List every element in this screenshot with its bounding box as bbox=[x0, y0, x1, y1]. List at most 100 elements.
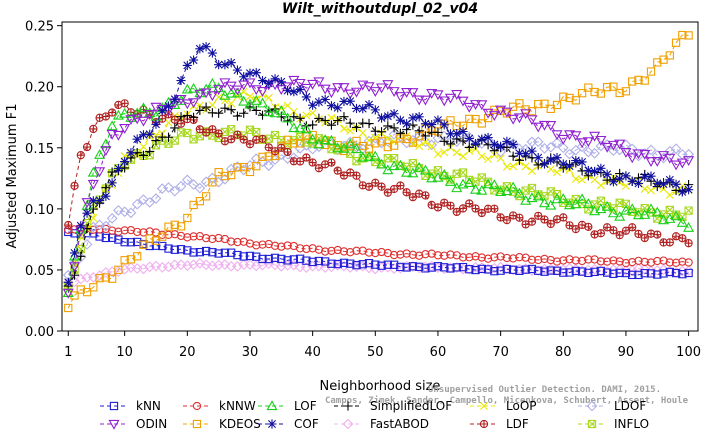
data-point bbox=[289, 107, 298, 116]
y-tick-label: 0.00 bbox=[25, 325, 54, 340]
data-point bbox=[170, 220, 179, 229]
data-point bbox=[188, 98, 200, 109]
data-point bbox=[401, 88, 413, 98]
data-point bbox=[289, 139, 298, 148]
data-point bbox=[258, 152, 267, 161]
data-point bbox=[114, 100, 123, 110]
data-point bbox=[557, 134, 569, 145]
data-point bbox=[206, 91, 218, 102]
data-point bbox=[377, 137, 386, 146]
data-point bbox=[476, 184, 488, 195]
x-axis: 1 10 20 30 40 50 60 70 80 90 100 bbox=[64, 331, 701, 360]
data-point bbox=[283, 256, 292, 265]
data-point bbox=[308, 244, 317, 253]
legend-label: LoOP bbox=[506, 399, 537, 413]
data-point bbox=[496, 266, 505, 275]
x-tick-label: 30 bbox=[242, 345, 259, 360]
data-point bbox=[557, 142, 569, 154]
data-point bbox=[471, 204, 480, 213]
data-point bbox=[358, 141, 367, 151]
data-point bbox=[357, 80, 369, 91]
data-point bbox=[363, 82, 375, 93]
data-point bbox=[589, 147, 600, 159]
data-point bbox=[538, 120, 551, 131]
data-point bbox=[314, 164, 324, 173]
data-point bbox=[502, 253, 512, 263]
data-point bbox=[333, 259, 342, 269]
data-point bbox=[283, 101, 292, 110]
data-point bbox=[201, 192, 211, 201]
data-point bbox=[426, 172, 438, 183]
data-point bbox=[68, 262, 81, 273]
data-point bbox=[358, 260, 367, 269]
data-point bbox=[125, 207, 137, 219]
data-point bbox=[609, 269, 618, 278]
data-point bbox=[584, 255, 593, 264]
data-point bbox=[245, 251, 255, 261]
data-point bbox=[226, 105, 236, 115]
data-point bbox=[571, 96, 580, 105]
data-point bbox=[408, 250, 418, 259]
data-point bbox=[139, 228, 148, 237]
data-point bbox=[214, 129, 223, 138]
data-point bbox=[89, 214, 98, 222]
data-point bbox=[289, 255, 298, 264]
data-point bbox=[132, 134, 142, 144]
data-point bbox=[558, 159, 568, 169]
data-point bbox=[546, 219, 555, 229]
data-point bbox=[270, 147, 280, 156]
data-point bbox=[301, 92, 311, 102]
data-point bbox=[214, 60, 224, 70]
data-point bbox=[206, 77, 218, 88]
data-point bbox=[576, 141, 588, 153]
data-point bbox=[433, 262, 443, 271]
data-point bbox=[640, 233, 649, 243]
data-point bbox=[402, 119, 412, 129]
data-point bbox=[628, 257, 637, 267]
data-point bbox=[389, 250, 399, 260]
data-point bbox=[645, 157, 657, 168]
data-point bbox=[477, 208, 486, 218]
data-point bbox=[113, 163, 123, 174]
data-point bbox=[665, 51, 674, 60]
data-point bbox=[646, 67, 656, 76]
data-point bbox=[383, 121, 393, 131]
legend-item-knn: kNN bbox=[100, 399, 161, 413]
data-point bbox=[659, 269, 668, 278]
legend-swatch-marker bbox=[342, 418, 354, 430]
data-point bbox=[628, 223, 637, 232]
data-point bbox=[552, 153, 562, 163]
data-point bbox=[545, 121, 557, 131]
data-point bbox=[294, 122, 306, 133]
data-point bbox=[151, 241, 161, 250]
data-point bbox=[75, 223, 87, 234]
data-point bbox=[277, 143, 286, 152]
data-point bbox=[628, 77, 637, 86]
data-point bbox=[639, 149, 651, 160]
legend-label: ODIN bbox=[136, 417, 167, 431]
data-point bbox=[640, 172, 650, 182]
data-point bbox=[239, 162, 248, 172]
data-point bbox=[169, 185, 181, 197]
data-point bbox=[327, 158, 336, 167]
data-point bbox=[288, 122, 300, 133]
data-point bbox=[396, 250, 405, 259]
data-point bbox=[314, 97, 324, 107]
data-point bbox=[263, 106, 275, 117]
data-point bbox=[465, 253, 474, 262]
data-point bbox=[596, 229, 606, 238]
data-point bbox=[377, 261, 386, 270]
data-point bbox=[490, 204, 499, 213]
data-point bbox=[389, 123, 399, 133]
data-point bbox=[294, 78, 306, 89]
legend-label: COF bbox=[294, 417, 319, 431]
data-point bbox=[444, 93, 457, 104]
data-point bbox=[371, 248, 380, 258]
data-point bbox=[214, 249, 223, 258]
data-point bbox=[408, 138, 418, 147]
legend-label: LDOF bbox=[614, 399, 646, 413]
data-point bbox=[295, 113, 305, 123]
data-point bbox=[621, 226, 631, 235]
x-tick-label: 1 bbox=[64, 345, 72, 360]
data-point bbox=[300, 83, 312, 94]
